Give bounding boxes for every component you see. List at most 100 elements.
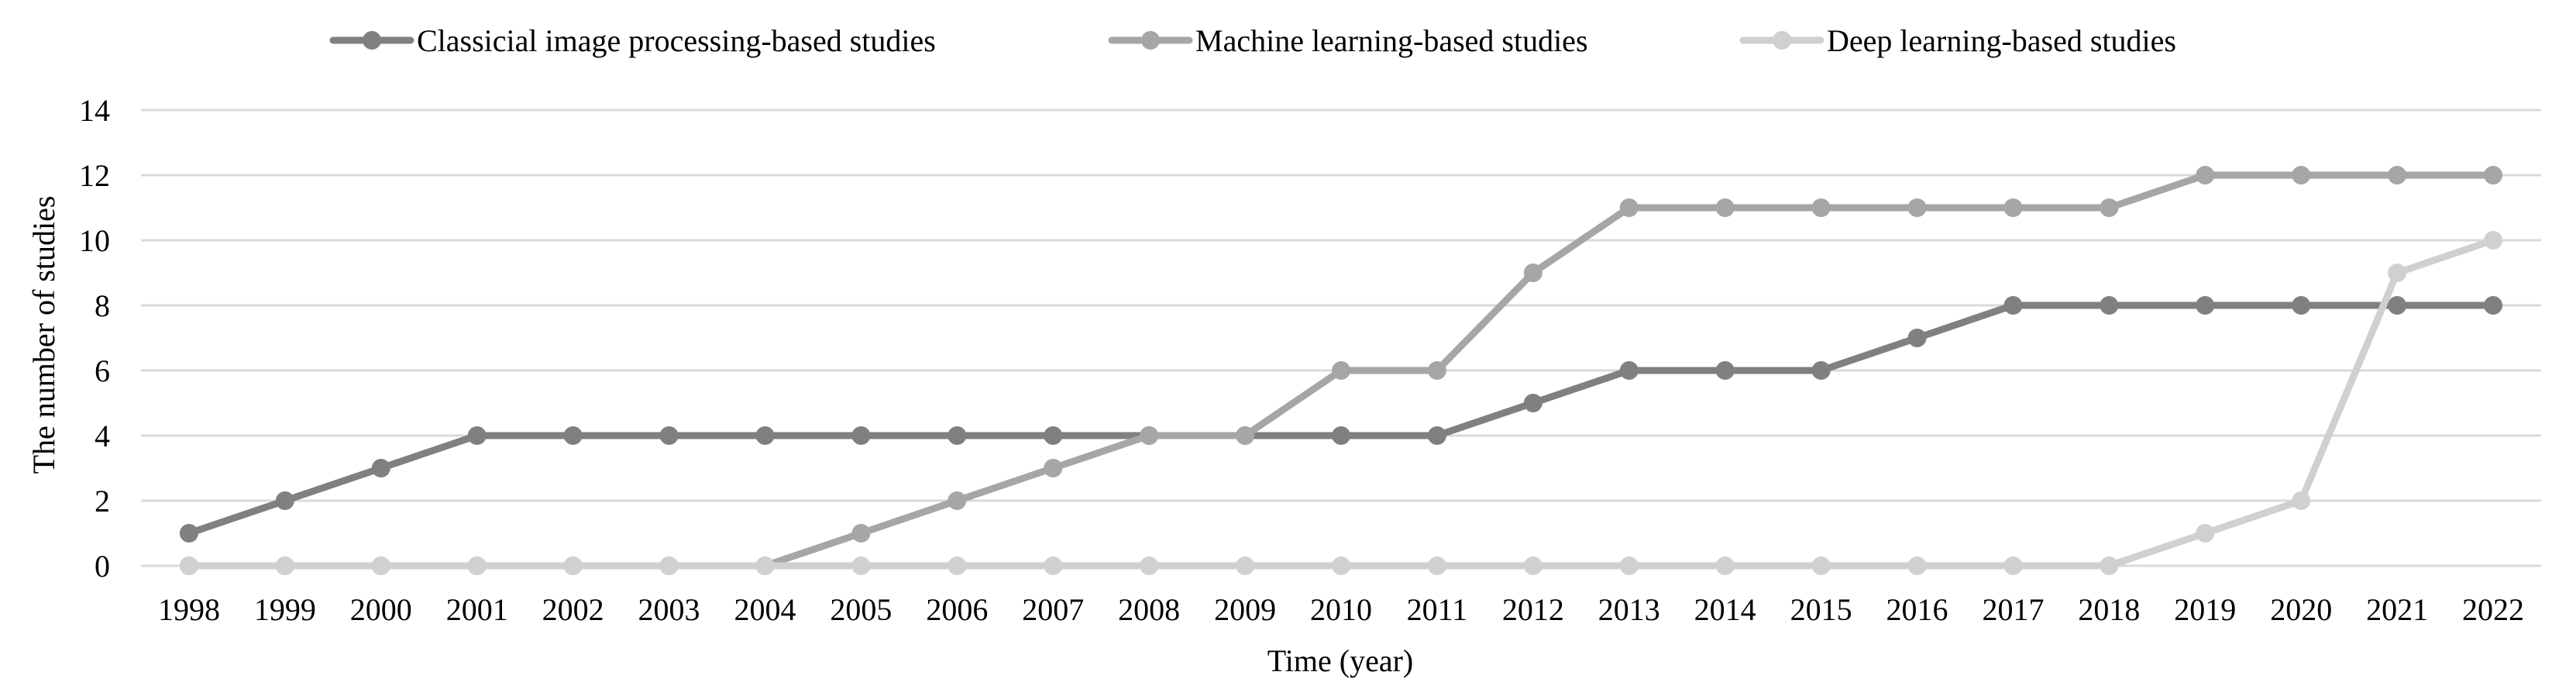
data-point — [2100, 556, 2119, 575]
data-point — [1044, 459, 1063, 477]
series-3 — [179, 231, 2503, 575]
x-tick-label: 2020 — [2270, 592, 2332, 627]
legend-item: Deep learning-based studies — [1739, 23, 2176, 58]
data-point — [467, 426, 487, 445]
x-tick-label: 1999 — [254, 592, 316, 627]
data-point — [1907, 198, 1927, 217]
x-tick-label: 2017 — [1982, 592, 2044, 627]
data-point — [275, 556, 294, 575]
data-point — [948, 491, 967, 510]
data-point — [851, 524, 871, 543]
data-point — [851, 426, 871, 445]
x-tick-label: 2003 — [638, 592, 700, 627]
legend-item: Classicial image processing-based studie… — [329, 23, 936, 58]
y-tick-label: 4 — [95, 419, 110, 453]
data-point — [179, 556, 198, 575]
x-tick-label: 2007 — [1022, 592, 1084, 627]
x-tick-label: 2015 — [1790, 592, 1852, 627]
data-point — [2388, 296, 2407, 315]
x-tick-label: 2016 — [1886, 592, 1948, 627]
data-point — [1907, 556, 1927, 575]
data-point — [1619, 361, 1639, 380]
data-point — [2388, 264, 2407, 282]
y-tick-label: 14 — [79, 93, 110, 128]
series-line — [185, 236, 2497, 570]
data-point — [1811, 361, 1831, 380]
data-point — [659, 426, 679, 445]
data-point — [755, 426, 775, 445]
data-point — [1044, 556, 1063, 575]
x-tick-label: 2012 — [1502, 592, 1564, 627]
data-point — [2196, 524, 2215, 543]
data-point — [371, 556, 390, 575]
y-axis-title: The number of studies — [26, 196, 61, 474]
data-point — [1427, 361, 1446, 380]
data-point — [1140, 426, 1159, 445]
data-point — [275, 491, 294, 510]
data-point — [1044, 426, 1063, 445]
data-point — [1619, 556, 1639, 575]
x-tick-label: 2010 — [1310, 592, 1372, 627]
data-point — [1140, 556, 1159, 575]
legend-marker — [1773, 31, 1791, 50]
data-point — [1811, 556, 1831, 575]
x-tick-label: 2014 — [1694, 592, 1756, 627]
data-point — [1332, 426, 1350, 445]
data-point — [1332, 556, 1350, 575]
x-tick-label: 2008 — [1118, 592, 1180, 627]
data-point — [1332, 361, 1350, 380]
x-tick-label: 2002 — [542, 592, 604, 627]
data-point — [2003, 198, 2023, 217]
data-point — [2003, 296, 2023, 315]
x-tick-label: 2000 — [350, 592, 412, 627]
x-tick-label: 2011 — [1407, 592, 1468, 627]
series-line — [185, 301, 2497, 537]
data-point — [1523, 556, 1543, 575]
y-tick-label: 6 — [95, 353, 110, 388]
y-axis-ticks: 0 2 4 6 8 10 12 14 — [79, 93, 110, 584]
data-point — [563, 426, 583, 445]
data-point — [467, 556, 487, 575]
legend-label: Classicial image processing-based studie… — [417, 23, 936, 58]
x-tick-label: 2001 — [446, 592, 508, 627]
data-point — [2484, 296, 2503, 315]
data-point — [563, 556, 583, 575]
data-point — [2292, 296, 2311, 315]
data-point — [1715, 361, 1735, 380]
y-tick-label: 0 — [95, 549, 110, 584]
y-tick-label: 8 — [95, 288, 110, 323]
x-tick-label: 2006 — [926, 592, 988, 627]
data-point — [1523, 394, 1543, 412]
data-point — [948, 426, 967, 445]
gridlines — [141, 109, 2541, 567]
data-point — [1236, 556, 1255, 575]
data-point — [2292, 491, 2311, 510]
y-tick-label: 12 — [79, 158, 110, 193]
x-tick-label: 2021 — [2366, 592, 2428, 627]
x-tick-label: 2009 — [1214, 592, 1276, 627]
data-point — [179, 524, 198, 543]
data-point — [1715, 198, 1735, 217]
data-point — [1427, 556, 1446, 575]
data-point — [2388, 166, 2407, 184]
data-point — [1427, 426, 1446, 445]
x-tick-label: 2004 — [734, 592, 796, 627]
data-point — [371, 459, 390, 477]
x-tick-label: 2018 — [2078, 592, 2140, 627]
legend-item: Machine learning-based studies — [1108, 23, 1588, 58]
x-tick-label: 2013 — [1598, 592, 1660, 627]
x-axis-title: Time (year) — [1267, 643, 1413, 678]
data-point — [1907, 329, 1927, 347]
data-point — [2003, 556, 2023, 575]
data-point — [659, 556, 679, 575]
data-point — [1523, 264, 1543, 282]
data-point — [2196, 296, 2215, 315]
data-point — [1811, 198, 1831, 217]
data-point — [1619, 198, 1639, 217]
y-tick-label: 2 — [95, 484, 110, 519]
series-lines — [179, 166, 2503, 575]
data-point — [2484, 231, 2503, 250]
data-point — [2100, 296, 2119, 315]
